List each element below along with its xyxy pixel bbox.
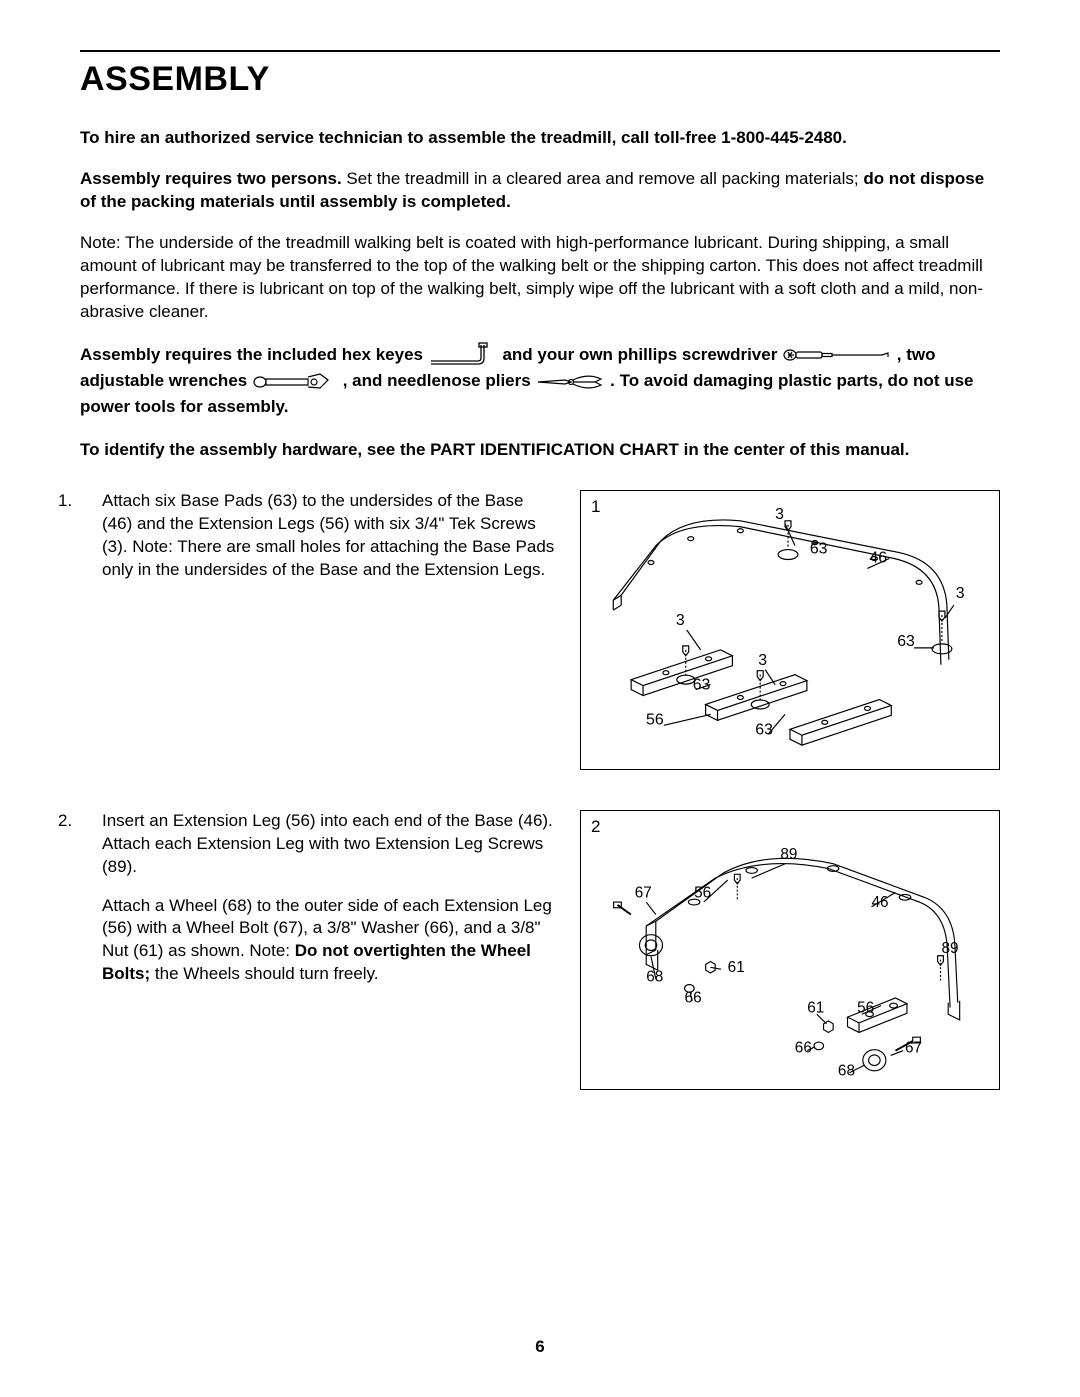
- two-persons-bold: Assembly requires two persons.: [80, 169, 342, 188]
- svg-text:66: 66: [685, 989, 702, 1006]
- svg-text:56: 56: [694, 884, 711, 901]
- svg-text:3: 3: [775, 506, 784, 523]
- assembly-page: ASSEMBLY To hire an authorized service t…: [0, 0, 1080, 1397]
- svg-text:89: 89: [780, 846, 797, 863]
- step-1-figure: 1: [580, 490, 1000, 770]
- svg-text:3: 3: [676, 612, 685, 629]
- svg-text:67: 67: [905, 1039, 922, 1056]
- step-2-fig-number: 2: [591, 817, 600, 837]
- step-1-text: 1.Attach six Base Pads (63) to the under…: [80, 490, 556, 770]
- wrench-icon: [252, 370, 338, 394]
- svg-text:89: 89: [941, 940, 958, 957]
- lubricant-note: Note: The underside of the treadmill wal…: [80, 232, 1000, 324]
- svg-text:61: 61: [728, 959, 745, 976]
- top-rule: [80, 50, 1000, 52]
- svg-text:56: 56: [857, 999, 874, 1016]
- identify-hardware-line: To identify the assembly hardware, see t…: [80, 439, 1000, 462]
- svg-text:46: 46: [869, 549, 887, 566]
- step-2: 2.Insert an Extension Leg (56) into each…: [80, 810, 1000, 1090]
- tools-text-a: Assembly requires the included hex keyes: [80, 345, 428, 364]
- svg-text:63: 63: [693, 676, 711, 693]
- step-2-figure: 2: [580, 810, 1000, 1090]
- hex-key-icon: [428, 342, 498, 368]
- svg-text:68: 68: [838, 1062, 855, 1079]
- svg-text:3: 3: [758, 651, 767, 668]
- tools-text-d: , and needlenose pliers: [343, 371, 536, 390]
- hire-technician-line: To hire an authorized service technician…: [80, 127, 1000, 150]
- pliers-icon: [535, 372, 605, 392]
- step-2-number: 2.: [80, 810, 102, 833]
- tools-text-b: and your own phillips screwdriver: [502, 345, 782, 364]
- assembly-steps: 1.Attach six Base Pads (63) to the under…: [80, 490, 1000, 1090]
- svg-text:63: 63: [755, 721, 773, 738]
- two-persons-rest: Set the treadmill in a cleared area and …: [342, 169, 864, 188]
- svg-text:68: 68: [646, 968, 663, 985]
- screwdriver-icon: [782, 346, 892, 364]
- svg-text:63: 63: [897, 633, 915, 650]
- step-1: 1.Attach six Base Pads (63) to the under…: [80, 490, 1000, 770]
- step-2-b-post: the Wheels should turn freely.: [150, 964, 378, 983]
- step-1-fig-number: 1: [591, 497, 600, 517]
- step-2-body-a: Insert an Extension Leg (56) into each e…: [102, 811, 553, 876]
- svg-text:67: 67: [635, 884, 652, 901]
- svg-text:61: 61: [807, 999, 824, 1016]
- svg-text:3: 3: [956, 585, 965, 602]
- step-2-diagram: 89 67 56 46 89 68 61 66 61 56 66 67 68: [581, 811, 999, 1089]
- two-persons-line: Assembly requires two persons. Set the t…: [80, 168, 1000, 214]
- page-number: 6: [0, 1337, 1080, 1357]
- step-1-number: 1.: [80, 490, 102, 513]
- step-2-body-b: Attach a Wheel (68) to the outer side of…: [80, 895, 556, 987]
- page-title: ASSEMBLY: [80, 60, 1000, 99]
- step-1-body: Attach six Base Pads (63) to the undersi…: [102, 491, 554, 579]
- step-1-diagram: 3 63 46 3 3 63 3 63 56 63: [581, 491, 999, 769]
- svg-text:63: 63: [810, 540, 828, 557]
- svg-text:46: 46: [871, 894, 888, 911]
- svg-text:56: 56: [646, 711, 664, 728]
- step-2-text: 2.Insert an Extension Leg (56) into each…: [80, 810, 556, 1090]
- tools-required-line: Assembly requires the included hex keyes…: [80, 342, 1000, 421]
- svg-text:66: 66: [795, 1039, 812, 1056]
